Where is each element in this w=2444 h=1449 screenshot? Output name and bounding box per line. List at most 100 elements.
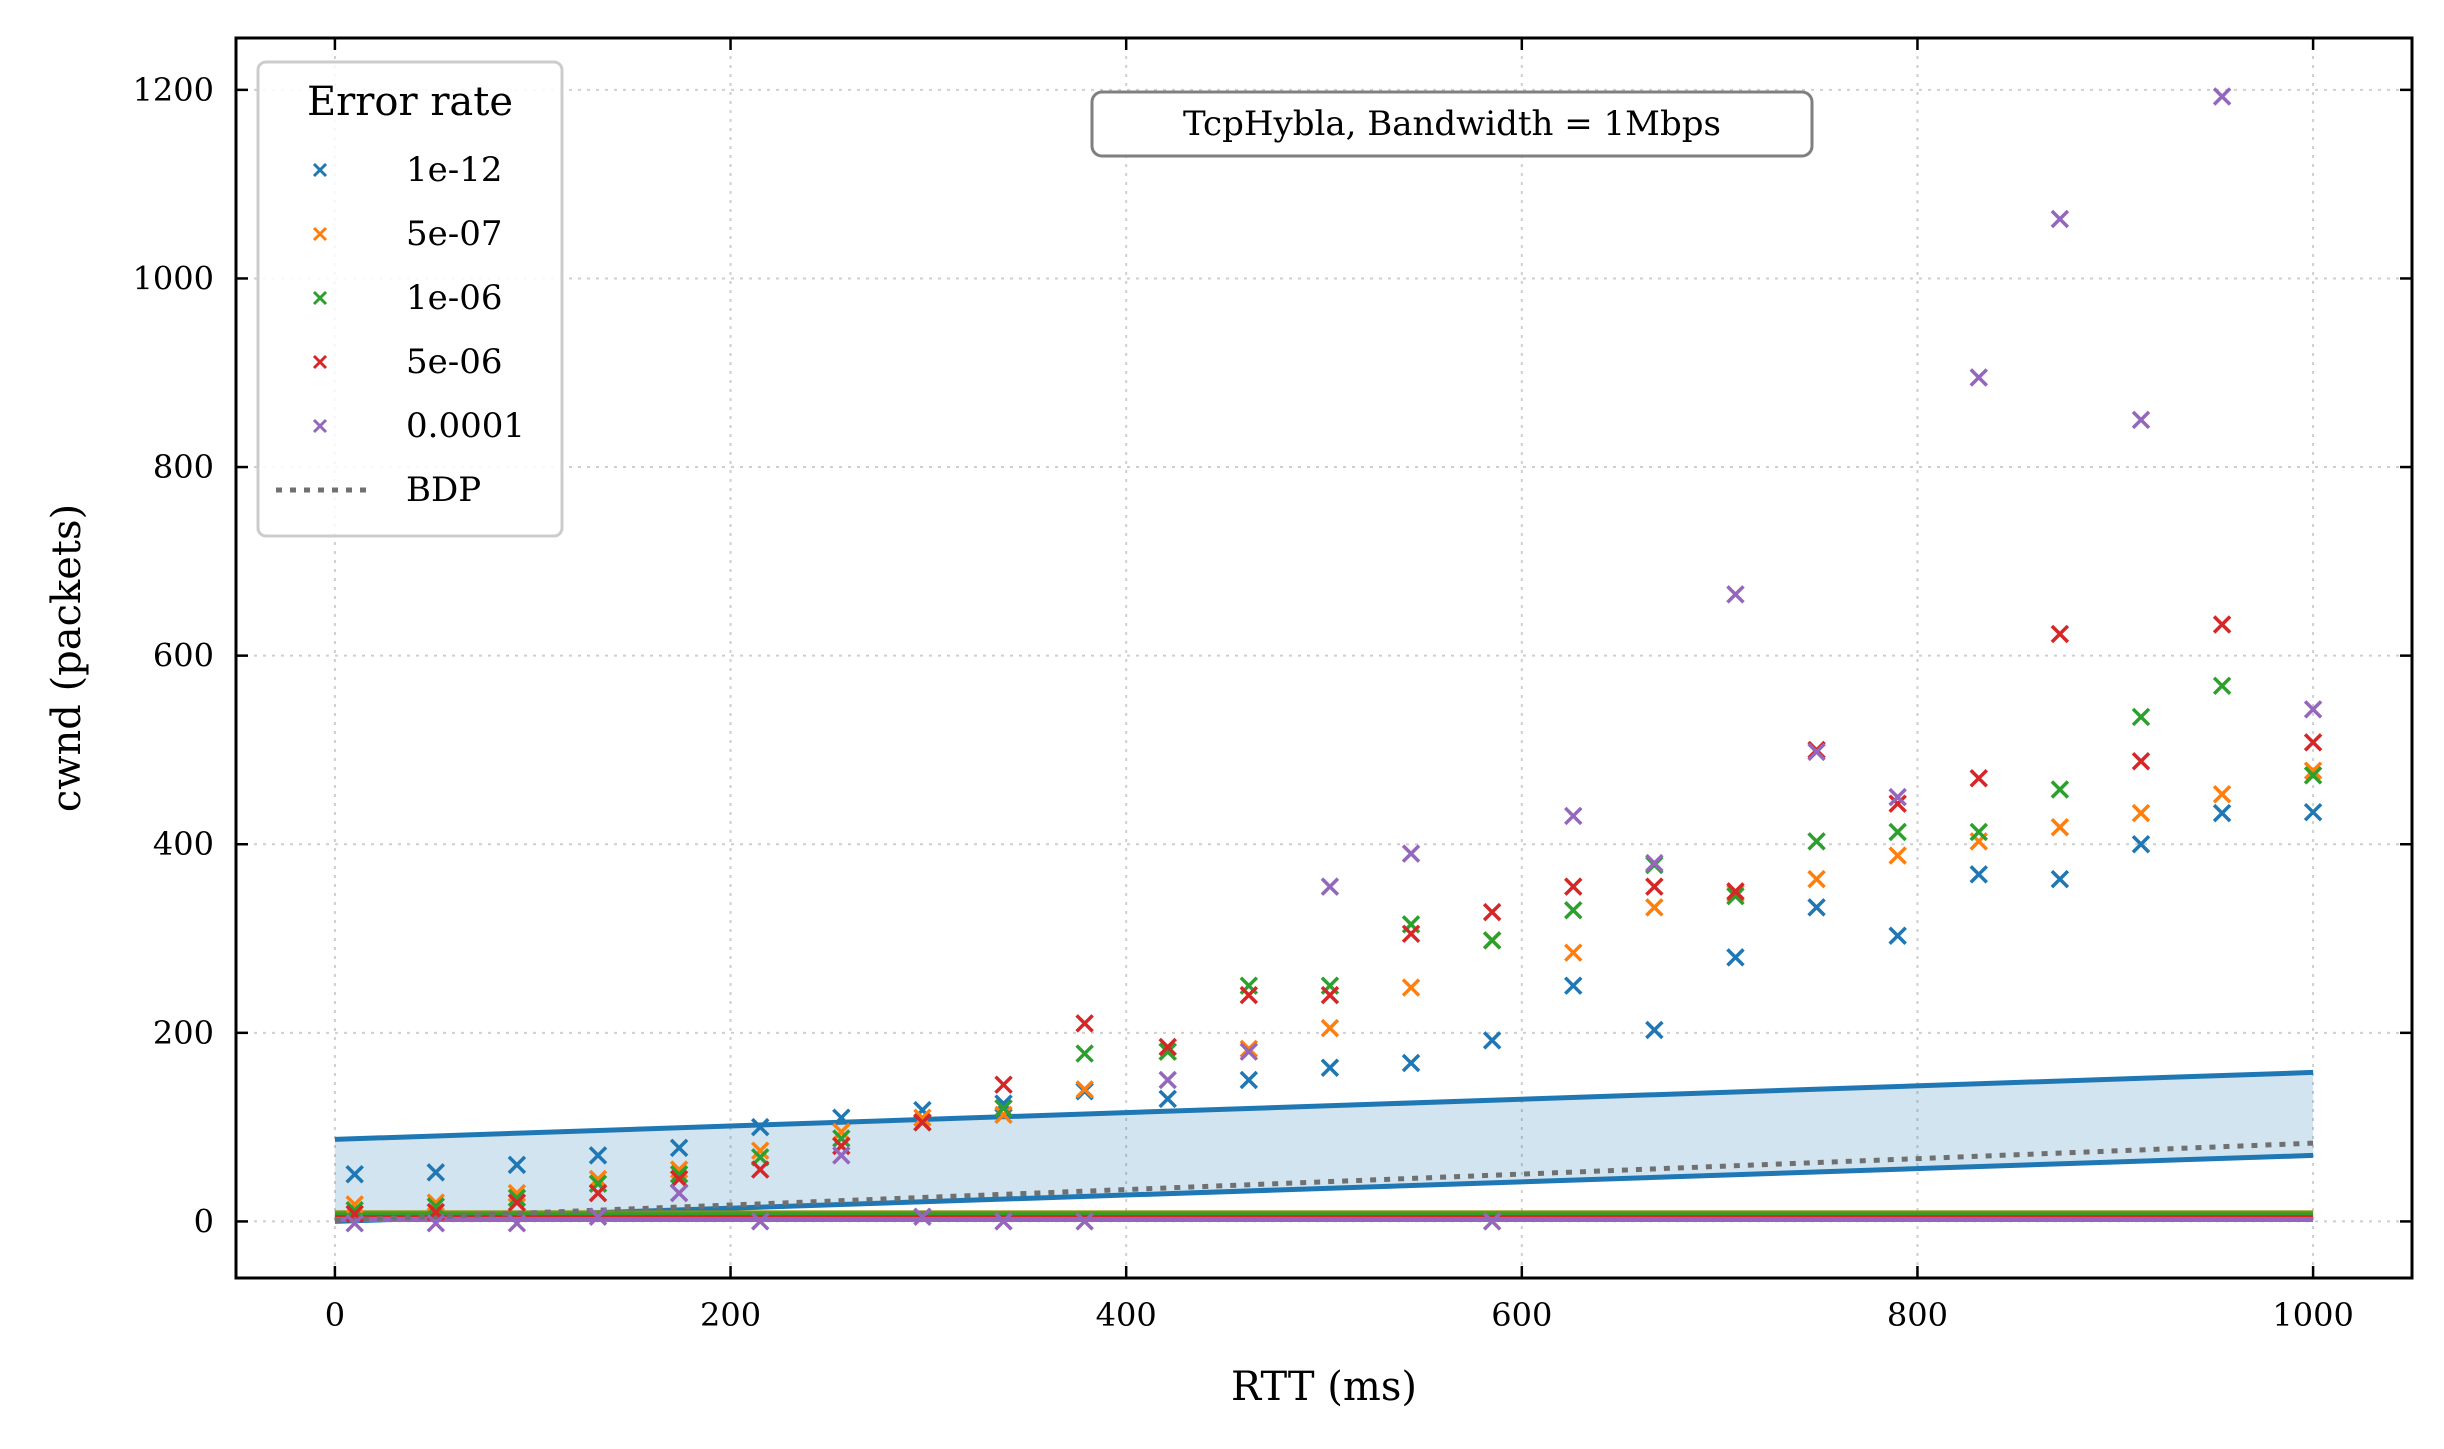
- y-axis-label: cwnd (packets): [44, 504, 90, 812]
- annotation-box: TcpHybla, Bandwidth = 1Mbps: [1090, 90, 1814, 158]
- data-point: [2212, 87, 2232, 106]
- data-point: [669, 1169, 689, 1189]
- data-point: [1807, 869, 1826, 889]
- data-point: [2131, 752, 2151, 771]
- legend-item: 5e-06: [312, 342, 503, 382]
- x-tick-label: 600: [1491, 1296, 1552, 1334]
- legend-label: 0.0001: [406, 406, 525, 446]
- scatter-points: [345, 87, 2323, 1233]
- data-point: [1726, 585, 1745, 604]
- legend-marker: [312, 226, 328, 242]
- plot-frame: [234, 36, 2414, 1280]
- annotation-frame: [1090, 90, 1814, 158]
- data-point: [1158, 1042, 1177, 1061]
- data-point: [913, 1108, 932, 1127]
- data-point: [1320, 1018, 1340, 1038]
- data-point: [588, 1207, 608, 1226]
- data-point: [750, 1212, 770, 1231]
- data-point: [2050, 209, 2070, 229]
- series-0.0001: [345, 87, 2323, 1233]
- data-point: [750, 1117, 770, 1137]
- legend-frame: [256, 60, 564, 538]
- data-point: [1482, 931, 1502, 950]
- data-point: [2050, 624, 2070, 644]
- data-point: [1564, 877, 1583, 896]
- reference-lines: [334, 1140, 2314, 1223]
- data-point: [1726, 882, 1745, 901]
- data-point: [2050, 818, 2070, 837]
- data-point: [913, 1207, 932, 1226]
- x-tick-label: 1000: [2272, 1296, 2353, 1334]
- data-point: [2131, 410, 2151, 430]
- data-point: [1482, 1031, 1502, 1050]
- data-point: [832, 1146, 851, 1165]
- data-point: [2303, 802, 2323, 822]
- data-point: [1401, 844, 1421, 863]
- legend-label: BDP: [406, 470, 481, 510]
- data-point: [669, 1138, 689, 1158]
- band-lower-line: [334, 1152, 2314, 1224]
- x-tick-label: 800: [1887, 1296, 1948, 1334]
- data-point: [1888, 926, 1907, 945]
- annotation-text: TcpHybla, Bandwidth = 1Mbps: [1183, 104, 1721, 144]
- data-point: [832, 1129, 851, 1148]
- data-point: [2212, 676, 2232, 696]
- legend-marker: [312, 354, 328, 370]
- data-point: [1888, 794, 1907, 813]
- legend-marker: [312, 418, 328, 434]
- data-point: [1969, 768, 1989, 788]
- data-point: [1482, 902, 1502, 922]
- legend-item: 1e-12: [312, 150, 503, 190]
- data-point: [2303, 700, 2323, 719]
- data-point: [994, 1105, 1013, 1125]
- data-point: [2050, 869, 2070, 889]
- data-point: [426, 1214, 446, 1233]
- y-tick-label: 0: [194, 1202, 214, 1240]
- data-point: [588, 1169, 608, 1189]
- data-point: [588, 1183, 608, 1203]
- data-point: [1645, 1020, 1664, 1040]
- legend-item-bdp: BDP: [276, 470, 481, 510]
- data-point: [2303, 733, 2323, 752]
- y-tick-label: 1000: [133, 259, 214, 297]
- x-tick-label: 200: [700, 1296, 761, 1334]
- data-point: [1888, 822, 1907, 842]
- data-point: [994, 1075, 1013, 1094]
- legend-label: 5e-06: [406, 342, 503, 382]
- y-tick-label: 600: [153, 637, 214, 675]
- data-point: [1969, 368, 1989, 387]
- data-point: [1807, 898, 1826, 917]
- data-point: [1075, 1212, 1094, 1231]
- data-point: [426, 1163, 446, 1182]
- data-point: [1726, 948, 1745, 967]
- legend-item: 5e-07: [312, 214, 503, 254]
- data-point: [1645, 853, 1664, 873]
- data-point: [1158, 1089, 1177, 1109]
- data-point: [507, 1193, 527, 1212]
- data-point: [2131, 707, 2151, 727]
- data-point: [1645, 898, 1664, 917]
- legend-title: Error rate: [307, 79, 513, 125]
- data-point: [2212, 803, 2232, 823]
- data-point: [1075, 1044, 1094, 1063]
- data-point: [1726, 886, 1745, 906]
- data-point: [507, 1188, 527, 1208]
- data-point: [588, 1146, 608, 1165]
- data-point: [2131, 803, 2151, 823]
- data-point: [1645, 877, 1664, 896]
- data-point: [1401, 924, 1421, 944]
- data-point: [2131, 834, 2151, 854]
- legend-marker: [312, 290, 328, 306]
- data-point: [669, 1165, 689, 1184]
- data-point: [426, 1197, 446, 1216]
- data-point: [1158, 1037, 1177, 1057]
- band-upper-line: [334, 1069, 2314, 1142]
- data-point: [750, 1160, 770, 1179]
- legend-marker: [312, 162, 328, 178]
- data-point: [1564, 901, 1583, 920]
- data-point: [2212, 615, 2232, 634]
- data-point: [1564, 806, 1583, 826]
- x-tick-label: 400: [1096, 1296, 1157, 1334]
- x-axis-label: RTT (ms): [1231, 1364, 1417, 1410]
- y-tick-label: 200: [153, 1014, 214, 1052]
